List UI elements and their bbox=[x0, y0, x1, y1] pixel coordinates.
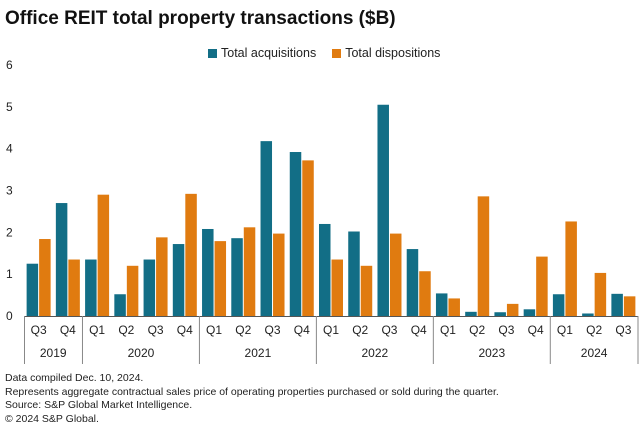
bar-acquisitions bbox=[26, 263, 39, 316]
bar-acquisitions bbox=[202, 228, 214, 316]
bar-dispositions bbox=[185, 193, 197, 316]
bar-acquisitions bbox=[172, 244, 185, 316]
bar-acquisitions bbox=[435, 293, 448, 316]
legend-item-acquisitions: Total acquisitions bbox=[208, 46, 316, 60]
y-tick-label: 0 bbox=[6, 309, 13, 323]
bar-acquisitions bbox=[582, 313, 594, 316]
x-tick-label: Q3 bbox=[31, 323, 47, 337]
bar-dispositions bbox=[419, 271, 431, 316]
bar-acquisitions bbox=[406, 249, 419, 316]
bar-acquisitions bbox=[611, 293, 623, 316]
bar-acquisitions bbox=[552, 294, 565, 316]
legend-label-dispositions: Total dispositions bbox=[345, 46, 441, 60]
bar-dispositions bbox=[243, 227, 256, 316]
x-tick-label: Q4 bbox=[60, 323, 76, 337]
chart-title: Office REIT total property transactions … bbox=[5, 8, 396, 29]
year-label: 2020 bbox=[128, 346, 155, 360]
bar-acquisitions bbox=[523, 309, 536, 316]
year-label: 2019 bbox=[40, 346, 67, 360]
bar-dispositions bbox=[565, 221, 577, 316]
x-tick-label: Q3 bbox=[265, 323, 281, 337]
bar-acquisitions bbox=[143, 259, 156, 316]
bar-acquisitions bbox=[114, 294, 126, 316]
note-compiled: Data compiled Dec. 10, 2024. bbox=[5, 372, 144, 384]
bar-dispositions bbox=[214, 241, 227, 316]
legend: Total acquisitions Total dispositions bbox=[208, 46, 456, 60]
bar-dispositions bbox=[331, 259, 343, 316]
bar-acquisitions bbox=[85, 259, 97, 316]
bar-acquisitions bbox=[231, 238, 243, 316]
bar-dispositions bbox=[623, 296, 636, 316]
bar-dispositions bbox=[68, 259, 80, 316]
chart-notes: Data compiled Dec. 10, 2024. Represents … bbox=[5, 372, 499, 426]
bar-dispositions bbox=[389, 233, 402, 316]
x-tick-label: Q2 bbox=[352, 323, 368, 337]
year-label: 2022 bbox=[362, 346, 389, 360]
y-tick-label: 2 bbox=[6, 225, 13, 239]
y-tick-label: 5 bbox=[6, 100, 13, 114]
bar-dispositions bbox=[302, 160, 314, 316]
y-tick-label: 3 bbox=[6, 184, 13, 198]
bar-acquisitions bbox=[289, 152, 302, 316]
x-tick-label: Q2 bbox=[469, 323, 485, 337]
x-tick-label: Q2 bbox=[235, 323, 251, 337]
bar-dispositions bbox=[273, 233, 285, 316]
x-tick-label: Q4 bbox=[177, 323, 193, 337]
legend-label-acquisitions: Total acquisitions bbox=[221, 46, 317, 60]
bar-acquisitions bbox=[260, 141, 273, 316]
bar-acquisitions bbox=[377, 104, 389, 316]
legend-swatch-acquisitions bbox=[208, 48, 217, 58]
x-tick-label: Q3 bbox=[148, 323, 164, 337]
x-tick-label: Q1 bbox=[89, 323, 105, 337]
x-tick-label: Q3 bbox=[381, 323, 397, 337]
bar-dispositions bbox=[536, 256, 548, 316]
bar-chart: 0 1 2 3 4 5 6 Q3 Q4 Q1 Q2 Q3 Q4 Q1 Q2 Q3 Q4 Q1 Q2 Q3 Q4 Q1 Q2 Q… bbox=[6, 58, 639, 364]
x-tick-label: Q1 bbox=[440, 323, 456, 337]
note-copyright: © 2024 S&P Global. bbox=[5, 412, 99, 425]
x-tick-label: Q3 bbox=[615, 323, 631, 337]
bar-dispositions bbox=[448, 298, 460, 316]
x-tick-label: Q2 bbox=[118, 323, 134, 337]
x-tick-label: Q3 bbox=[498, 323, 514, 337]
bar-acquisitions bbox=[55, 203, 68, 316]
bar-acquisitions bbox=[348, 231, 360, 316]
bar-dispositions bbox=[506, 303, 519, 316]
bar-dispositions bbox=[39, 239, 51, 316]
x-tick-label: Q1 bbox=[557, 323, 573, 337]
year-label: 2023 bbox=[478, 346, 505, 360]
year-label: 2024 bbox=[581, 346, 608, 360]
note-source: Source: S&P Global Market Intelligence. bbox=[5, 399, 193, 412]
bar-acquisitions bbox=[494, 312, 506, 316]
bar-acquisitions bbox=[319, 223, 331, 316]
legend-swatch-dispositions bbox=[332, 48, 342, 58]
x-tick-label: Q2 bbox=[586, 323, 602, 337]
x-tick-label: Q4 bbox=[411, 323, 427, 337]
note-description: Represents aggregate contractual sales p… bbox=[5, 385, 499, 398]
y-tick-label: 4 bbox=[6, 142, 13, 156]
x-tick-label: Q4 bbox=[528, 323, 544, 337]
x-tick-label: Q1 bbox=[323, 323, 339, 337]
x-tick-label: Q1 bbox=[206, 323, 222, 337]
bar-dispositions bbox=[126, 265, 139, 316]
bar-dispositions bbox=[97, 194, 110, 316]
x-tick-label: Q4 bbox=[294, 323, 310, 337]
bar-dispositions bbox=[156, 237, 168, 316]
bar-dispositions bbox=[360, 265, 373, 316]
y-tick-label: 6 bbox=[6, 58, 13, 72]
bar-dispositions bbox=[594, 272, 607, 316]
bar-dispositions bbox=[477, 196, 490, 316]
legend-item-dispositions: Total dispositions bbox=[332, 46, 440, 60]
year-label: 2021 bbox=[245, 346, 272, 360]
y-tick-label: 1 bbox=[6, 267, 13, 281]
bar-acquisitions bbox=[465, 311, 477, 316]
